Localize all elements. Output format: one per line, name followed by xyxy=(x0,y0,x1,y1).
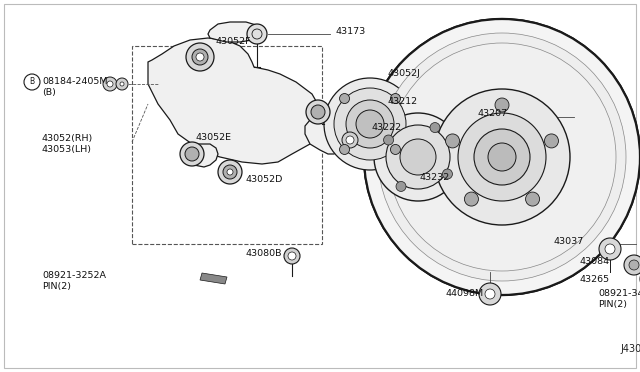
Circle shape xyxy=(346,136,354,144)
Bar xyxy=(132,46,322,244)
Circle shape xyxy=(107,81,113,87)
Circle shape xyxy=(185,147,199,161)
Circle shape xyxy=(599,238,621,260)
Circle shape xyxy=(218,160,242,184)
Text: 43222: 43222 xyxy=(372,124,402,132)
Text: 43052F: 43052F xyxy=(215,38,250,46)
Circle shape xyxy=(247,24,267,44)
Circle shape xyxy=(306,100,330,124)
Circle shape xyxy=(474,129,530,185)
Circle shape xyxy=(180,142,204,166)
Circle shape xyxy=(196,53,204,61)
Circle shape xyxy=(624,255,640,275)
Circle shape xyxy=(116,78,128,90)
Circle shape xyxy=(465,192,479,206)
Circle shape xyxy=(390,93,401,103)
Circle shape xyxy=(386,125,450,189)
Circle shape xyxy=(378,33,626,281)
Circle shape xyxy=(629,260,639,270)
Polygon shape xyxy=(208,22,260,42)
Circle shape xyxy=(388,43,616,271)
Text: 43212: 43212 xyxy=(388,97,418,106)
Circle shape xyxy=(485,289,495,299)
Circle shape xyxy=(495,98,509,112)
Circle shape xyxy=(340,144,349,154)
Circle shape xyxy=(434,89,570,225)
Text: 43052(RH)
43053(LH): 43052(RH) 43053(LH) xyxy=(42,134,93,154)
Text: 43173: 43173 xyxy=(335,26,365,35)
Circle shape xyxy=(364,19,640,295)
Text: 43265: 43265 xyxy=(579,275,609,283)
Polygon shape xyxy=(186,144,218,167)
Text: 43052E: 43052E xyxy=(196,134,232,142)
Text: 43232: 43232 xyxy=(420,173,451,182)
Circle shape xyxy=(334,88,406,160)
Circle shape xyxy=(284,248,300,264)
Circle shape xyxy=(545,134,559,148)
Circle shape xyxy=(192,49,208,65)
Circle shape xyxy=(458,113,546,201)
Text: 43037: 43037 xyxy=(553,237,583,247)
Circle shape xyxy=(430,122,440,132)
Circle shape xyxy=(383,135,394,145)
Polygon shape xyxy=(200,273,227,284)
Circle shape xyxy=(342,132,358,148)
Circle shape xyxy=(288,252,296,260)
Circle shape xyxy=(120,82,124,86)
Text: 44098M: 44098M xyxy=(445,289,483,298)
Circle shape xyxy=(324,78,416,170)
Circle shape xyxy=(311,105,325,119)
Circle shape xyxy=(223,165,237,179)
Circle shape xyxy=(445,134,460,148)
Text: 43080B: 43080B xyxy=(245,248,282,257)
Text: 43084: 43084 xyxy=(579,257,609,266)
Polygon shape xyxy=(148,38,322,164)
Circle shape xyxy=(479,283,501,305)
Circle shape xyxy=(103,77,117,91)
Circle shape xyxy=(396,182,406,192)
Circle shape xyxy=(186,43,214,71)
Circle shape xyxy=(356,110,384,138)
Circle shape xyxy=(442,169,452,179)
Text: 43052D: 43052D xyxy=(245,174,282,183)
Circle shape xyxy=(605,244,615,254)
Text: J43000HM: J43000HM xyxy=(620,344,640,354)
Text: 08921-3252A
PIN(2): 08921-3252A PIN(2) xyxy=(42,271,106,291)
Circle shape xyxy=(24,74,40,90)
Circle shape xyxy=(346,100,394,148)
Text: 43207: 43207 xyxy=(477,109,507,119)
Circle shape xyxy=(227,169,233,175)
Text: B: B xyxy=(29,77,35,87)
Text: 43052J: 43052J xyxy=(388,70,421,78)
Circle shape xyxy=(390,144,401,154)
Text: 08184-2405M
(B): 08184-2405M (B) xyxy=(42,77,108,97)
Polygon shape xyxy=(305,120,338,154)
Circle shape xyxy=(488,143,516,171)
Circle shape xyxy=(340,93,349,103)
Circle shape xyxy=(374,113,462,201)
Text: 08921-3402A
PIN(2): 08921-3402A PIN(2) xyxy=(598,289,640,309)
Circle shape xyxy=(400,139,436,175)
Circle shape xyxy=(525,192,540,206)
